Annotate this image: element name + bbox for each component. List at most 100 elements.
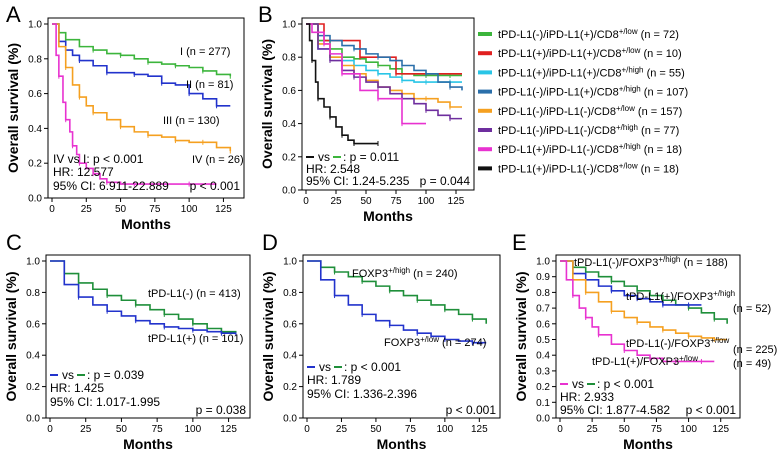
legend-entry: tPD-L1(+)/iPD-L1(+)/CD8+/high (n = 55) <box>498 65 685 79</box>
km-curve-e-2 <box>560 260 728 341</box>
y-tick-label: 0.4 <box>28 124 42 135</box>
y-tick-label: 0.4 <box>282 119 296 130</box>
y-tick-label: 0.4 <box>536 351 550 362</box>
y-tick-label: 0.9 <box>536 272 550 283</box>
plot-frame <box>45 254 251 419</box>
x-tick-label: 75 <box>651 424 663 435</box>
curve-label-pos-low-n: (n = 49) <box>733 358 771 370</box>
x-tick-label: 75 <box>149 204 161 215</box>
stat-hr: HR: 2.548 <box>306 162 360 176</box>
y-tick-label: 0.0 <box>536 414 550 425</box>
panel-letter-d: D <box>262 230 278 255</box>
curve-label-iii: III (n = 130) <box>163 115 220 127</box>
x-axis-title: Months <box>123 436 173 452</box>
x-tick-label: 100 <box>181 204 198 215</box>
stat-vs: vs <box>318 150 330 164</box>
stat-p: p < 0.001 <box>446 403 497 417</box>
curve-label-pos: tPD-L1(+) (n = 101) <box>148 333 243 345</box>
curve-label-pos-high-n: (n = 52) <box>733 303 771 315</box>
km-curve-b-7 <box>306 23 378 145</box>
x-tick-label: 25 <box>336 424 348 435</box>
x-tick-label: 75 <box>152 424 164 435</box>
stat-comparison: IV vs I: p < 0.001 <box>53 152 144 166</box>
x-tick-label: 125 <box>215 204 232 215</box>
y-tick-label: 1.0 <box>536 257 550 268</box>
curve-label-low: FOXP3+/low (n = 274) <box>384 335 486 349</box>
legend-entry: tPD-L1(-)/iPD-L1(-)/CD8+/low (n = 157) <box>498 104 682 118</box>
stat-vs: vs <box>572 377 584 391</box>
x-tick-label: 0 <box>303 196 309 207</box>
y-tick-label: 1.0 <box>28 20 42 31</box>
curve-label-iv: IV (n = 26) <box>192 154 244 166</box>
legend-entry: tPD-L1(+)/iPD-L1(-)/CD8+/low (n = 18) <box>498 161 679 175</box>
x-axis-title: Months <box>363 208 413 224</box>
km-curve-e-3 <box>560 260 715 363</box>
y-tick-label: 1.0 <box>282 20 296 31</box>
x-tick-label: 125 <box>471 424 488 435</box>
y-tick-label: 0.2 <box>26 382 40 393</box>
y-tick-label: 1.0 <box>26 257 40 268</box>
x-tick-label: 50 <box>360 196 372 207</box>
curve-label-pos-high: tPD-L1(+)/FOXP3+/high <box>626 289 735 303</box>
legend-entry: tPD-L1(+)/iPD-L1(+)/CD8+/low (n = 10) <box>498 46 682 60</box>
y-tick-label: 0.6 <box>536 319 550 330</box>
curve-label-high: FOXP3+/high (n = 240) <box>352 266 458 280</box>
panel-letter-a: A <box>6 2 21 27</box>
legend-entry: tPD-L1(-)/iPD-L1(+)/CD8+/high (n = 107) <box>498 85 688 99</box>
x-tick-label: 25 <box>81 204 93 215</box>
curve-label-neg-low: tPD-L1(-)/FOXP3+/low <box>626 336 729 350</box>
curve-label-i: I (n = 277) <box>180 46 230 58</box>
y-tick-label: 0.2 <box>28 159 42 170</box>
legend-entry: tPD-L1(-)/iPD-L1(+)/CD8+/low (n = 72) <box>498 27 679 41</box>
panel-b: 0.0 0.2 0.4 0.6 0.8 1.0 0 25 50 75 100 125 Months Ove… <box>259 17 475 224</box>
x-tick-label: 125 <box>220 424 237 435</box>
y-tick-label: 0.6 <box>28 89 42 100</box>
stat-p: p = 0.038 <box>196 403 247 417</box>
km-curve-e-0 <box>560 260 728 324</box>
stat-ci: 95% CI: 1.877-4.582 <box>560 403 670 417</box>
stat-ci: 95% CI: 6.911-22.889 <box>53 179 169 193</box>
x-tick-label: 100 <box>418 196 435 207</box>
x-tick-label: 50 <box>619 424 631 435</box>
y-tick-label: 0.4 <box>26 351 40 362</box>
panel-a: 0.0 0.2 0.4 0.6 0.8 1.0 0 25 50 75 100 125 Months Ove… <box>5 17 245 232</box>
plot-frame <box>301 17 475 191</box>
x-tick-label: 100 <box>437 424 454 435</box>
km-curve-b-5 <box>306 23 462 120</box>
x-tick-label: 0 <box>557 424 563 435</box>
x-tick-label: 75 <box>405 424 417 435</box>
x-tick-label: 50 <box>115 204 127 215</box>
stat-vs: vs <box>62 368 74 382</box>
legend-entry: tPD-L1(+)/iPD-L1(-)/CD8+/high (n = 18) <box>498 142 682 156</box>
panel-letter-c: C <box>6 230 22 255</box>
stat-p-compare: : p < 0.001 <box>344 360 401 374</box>
y-tick-label: 0.8 <box>283 288 297 299</box>
y-tick-label: 0.0 <box>28 194 42 205</box>
y-tick-label: 0.7 <box>536 304 550 315</box>
y-tick-label: 0.8 <box>282 53 296 64</box>
curve-label-neg: tPD-L1(-) (n = 413) <box>148 288 241 300</box>
y-tick-label: 0.8 <box>536 288 550 299</box>
y-tick-label: 0.6 <box>283 319 297 330</box>
y-axis-title: Overall survival (%) <box>260 272 276 402</box>
x-tick-label: 50 <box>116 424 128 435</box>
km-curve-d-0 <box>307 260 488 324</box>
y-tick-label: 0.2 <box>282 152 296 163</box>
y-tick-label: 0.0 <box>26 414 40 425</box>
stat-p: p < 0.001 <box>190 179 241 193</box>
stat-ci: 95% CI: 1.336-2.396 <box>307 387 417 401</box>
panel-letter-e: E <box>512 230 527 255</box>
stat-hr: HR: 1.425 <box>50 381 104 395</box>
y-tick-label: 0.0 <box>282 186 296 197</box>
x-tick-label: 75 <box>390 196 402 207</box>
plot-frame <box>302 254 501 419</box>
plot-frame <box>47 17 245 199</box>
stat-ci: 95% CI: 1.24-5.235 <box>306 174 410 188</box>
x-tick-label: 25 <box>587 424 599 435</box>
y-tick-label: 0.4 <box>283 351 297 362</box>
y-axis-title: Overall survival (%) <box>5 43 21 173</box>
y-tick-label: 0.2 <box>283 382 297 393</box>
y-tick-label: 0.6 <box>26 319 40 330</box>
x-tick-label: 100 <box>680 424 697 435</box>
